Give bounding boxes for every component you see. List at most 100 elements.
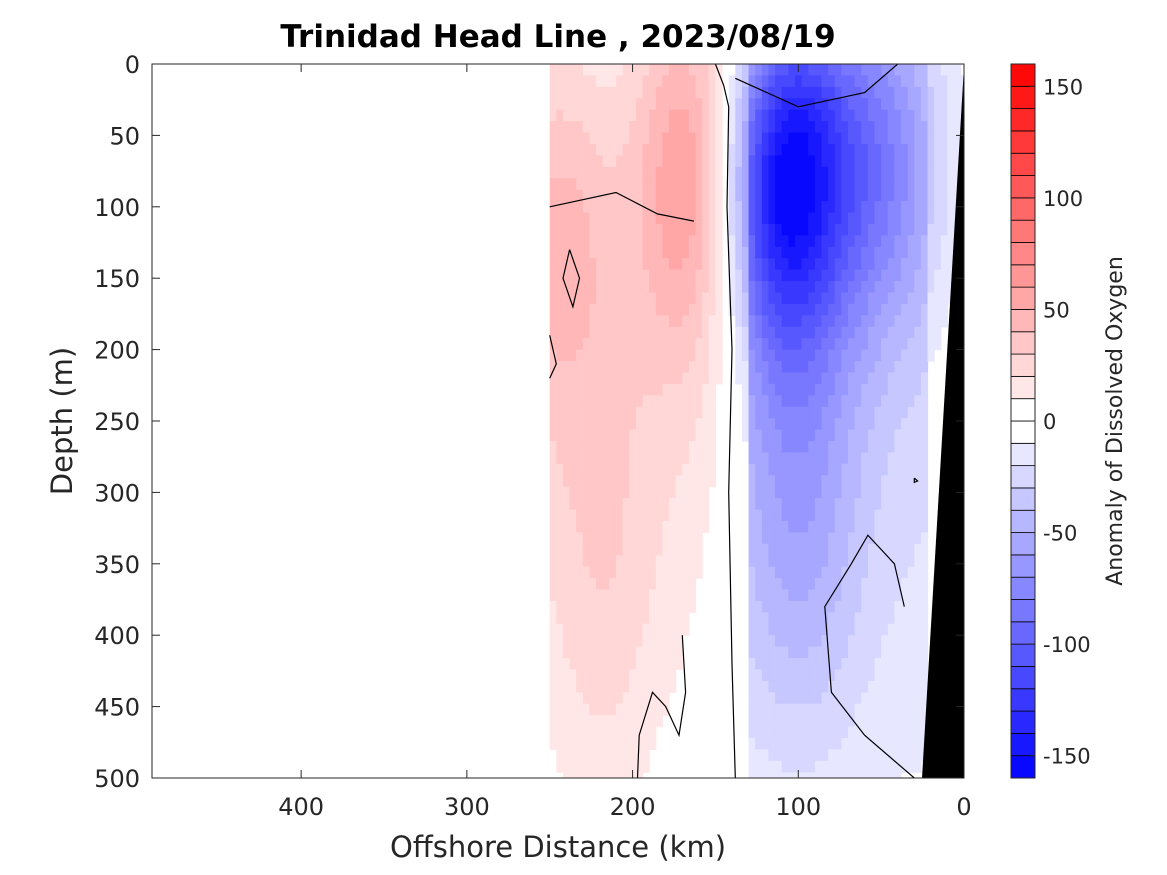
- field-cell: [748, 338, 756, 351]
- field-cell: [828, 292, 836, 305]
- field-cell: [715, 281, 723, 294]
- field-cell: [562, 623, 571, 636]
- field-cell: [848, 338, 856, 351]
- field-cell: [675, 429, 683, 442]
- field-cell: [569, 452, 577, 465]
- field-cell: [549, 166, 557, 179]
- field-cell: [947, 121, 955, 134]
- field-cell: [920, 281, 929, 294]
- field-cell: [934, 292, 942, 305]
- field-cell: [549, 189, 557, 202]
- field-cell: [834, 189, 842, 202]
- field-cell: [814, 189, 823, 202]
- field-cell: [549, 235, 557, 248]
- field-cell: [735, 189, 743, 202]
- field-cell: [735, 258, 743, 271]
- field-cell: [775, 201, 783, 214]
- field-cell: [821, 395, 829, 408]
- field-cell: [808, 338, 816, 351]
- field-cell: [761, 189, 770, 202]
- field-cell: [642, 715, 650, 728]
- field-cell: [954, 109, 962, 122]
- field-cell: [775, 440, 783, 454]
- field-cell: [655, 86, 663, 99]
- field-cell: [755, 246, 763, 259]
- field-cell: [867, 589, 876, 602]
- field-cell: [841, 578, 849, 591]
- field-cell: [642, 281, 650, 294]
- field-cell: [695, 132, 703, 145]
- field-cell: [602, 395, 610, 408]
- field-cell: [841, 406, 849, 419]
- field-cell: [642, 246, 650, 259]
- field-cell: [642, 361, 650, 374]
- field-cell: [894, 223, 902, 236]
- field-cell: [834, 98, 842, 111]
- field-cell: [562, 440, 571, 454]
- field-cell: [848, 486, 856, 499]
- field-cell: [622, 669, 630, 682]
- field-cell: [801, 98, 809, 111]
- field-cell: [907, 372, 915, 385]
- field-cell: [569, 418, 577, 431]
- field-cell: [616, 520, 624, 533]
- field-cell: [927, 64, 935, 77]
- field-cell: [702, 269, 710, 282]
- field-cell: [775, 75, 783, 88]
- field-cell: [901, 589, 909, 602]
- field-cell: [841, 338, 849, 351]
- field-cell: [642, 623, 650, 636]
- field-cell: [861, 326, 869, 339]
- field-cell: [781, 98, 789, 111]
- field-cell: [622, 269, 630, 282]
- field-cell: [609, 132, 617, 145]
- field-cell: [549, 326, 557, 339]
- field-cell: [708, 246, 717, 259]
- field-cell: [781, 395, 789, 408]
- field-cell: [808, 201, 816, 214]
- x-tick-label: 300: [444, 793, 490, 821]
- field-cell: [821, 555, 829, 568]
- field-cell: [562, 555, 571, 568]
- field-cell: [629, 520, 637, 533]
- field-cell: [695, 212, 703, 225]
- field-cell: [589, 566, 597, 579]
- field-cell: [735, 326, 743, 339]
- field-cell: [920, 715, 929, 728]
- field-cell: [596, 75, 604, 88]
- field-cell: [841, 361, 849, 374]
- field-cell: [569, 64, 577, 77]
- field-cell: [702, 498, 710, 511]
- field-cell: [741, 372, 750, 385]
- field-cell: [808, 429, 816, 442]
- field-cell: [907, 543, 915, 556]
- field-cell: [629, 612, 637, 625]
- field-cell: [940, 303, 949, 316]
- field-cell: [794, 566, 803, 579]
- field-cell: [695, 235, 703, 248]
- field-cell: [848, 235, 856, 248]
- field-cell: [874, 372, 882, 385]
- field-cell: [775, 315, 783, 328]
- field-cell: [708, 201, 717, 214]
- field-cell: [582, 703, 591, 716]
- field-cell: [920, 315, 929, 328]
- field-cell: [622, 463, 630, 476]
- field-cell: [894, 578, 902, 591]
- zero-contour-line: [714, 64, 736, 778]
- field-cell: [616, 566, 624, 579]
- field-cell: [569, 361, 577, 374]
- field-cell: [582, 612, 591, 625]
- field-cell: [934, 281, 942, 294]
- field-cell: [808, 680, 816, 693]
- field-cell: [569, 315, 577, 328]
- field-cell: [755, 749, 763, 762]
- field-cell: [635, 109, 644, 122]
- field-cell: [642, 303, 650, 316]
- field-cell: [576, 760, 584, 773]
- field-cell: [655, 143, 663, 156]
- field-cell: [854, 738, 862, 751]
- field-cell: [688, 132, 697, 145]
- field-cell: [642, 543, 650, 556]
- field-cell: [602, 132, 610, 145]
